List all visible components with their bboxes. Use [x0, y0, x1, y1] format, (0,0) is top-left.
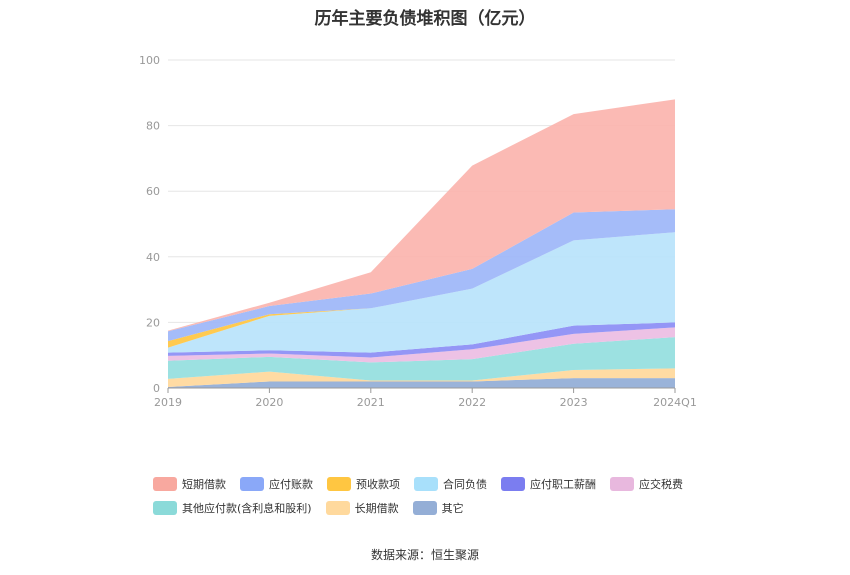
legend-swatch	[153, 501, 177, 515]
legend-item[interactable]: 长期借款	[325, 500, 399, 516]
x-tick-label: 2024Q1	[653, 396, 697, 409]
legend-label: 长期借款	[354, 502, 399, 515]
legend-label: 应付职工薪酬	[530, 478, 596, 491]
legend-swatch	[414, 477, 438, 491]
axes: 0 20 40 60 80 100 2019 2020 2021 2022 2023 2024Q1	[139, 54, 697, 409]
legend-item[interactable]: 应付职工薪酬	[501, 476, 596, 492]
legend-row: 短期借款 应付账款 预收款项 合同负债 应付职工薪酬 应交税费	[153, 472, 753, 496]
legend-label: 其它	[441, 502, 464, 515]
area-series-3	[168, 327, 675, 363]
area-series-8	[168, 99, 675, 332]
area-series-7	[168, 209, 675, 342]
x-tick-label: 2022	[458, 396, 486, 409]
legend-swatch	[327, 477, 351, 491]
legend-swatch	[610, 477, 634, 491]
area-series-0	[168, 378, 675, 388]
area-series-2	[168, 337, 675, 381]
legend-swatch	[325, 501, 350, 515]
legend-swatch	[501, 477, 525, 491]
legend-swatch	[240, 477, 264, 491]
legend-item[interactable]: 其他应付款(含利息和股利)	[153, 500, 312, 516]
y-tick-label: 60	[146, 185, 160, 198]
y-tick-label: 80	[146, 120, 160, 133]
data-source-note: 数据来源：恒生聚源	[370, 548, 479, 562]
legend-item[interactable]: 短期借款	[153, 476, 226, 492]
legend-item[interactable]: 其它	[412, 500, 464, 516]
legend-item[interactable]: 应交税费	[610, 476, 683, 492]
area-series-4	[168, 322, 675, 358]
y-tick-label: 20	[146, 316, 160, 329]
legend-label: 短期借款	[182, 478, 226, 491]
y-tick-label: 40	[146, 251, 160, 264]
legend-item[interactable]: 预收款项	[327, 476, 400, 492]
y-tick-label: 100	[139, 54, 160, 67]
area-series-group	[168, 99, 675, 388]
area-series-5	[168, 232, 675, 353]
chart-legend: 短期借款 应付账款 预收款项 合同负债 应付职工薪酬 应交税费 其他应付款(含利息和股利)…	[153, 472, 753, 520]
legend-label: 合同负债	[443, 478, 487, 491]
stacked-area-chart: 0 20 40 60 80 100 2019 2020 2021 2022 2023 2024Q1	[139, 54, 697, 409]
y-tick-label: 0	[153, 382, 160, 395]
legend-row: 其他应付款(含利息和股利) 长期借款 其它	[153, 496, 753, 520]
legend-label: 其他应付款(含利息和股利)	[182, 502, 312, 515]
legend-swatch	[153, 477, 177, 491]
legend-item[interactable]: 应付账款	[240, 476, 313, 492]
legend-swatch	[412, 501, 437, 515]
legend-label: 应交税费	[639, 478, 683, 491]
legend-label: 预收款项	[356, 478, 400, 491]
x-tick-label: 2020	[255, 396, 283, 409]
x-tick-label: 2019	[154, 396, 182, 409]
x-tick-label: 2023	[560, 396, 588, 409]
area-series-1	[168, 368, 675, 388]
x-tick-label: 2021	[357, 396, 385, 409]
legend-label: 应付账款	[269, 478, 313, 491]
legend-item[interactable]: 合同负债	[414, 476, 487, 492]
chart-title: 历年主要负债堆积图（亿元）	[314, 9, 536, 29]
